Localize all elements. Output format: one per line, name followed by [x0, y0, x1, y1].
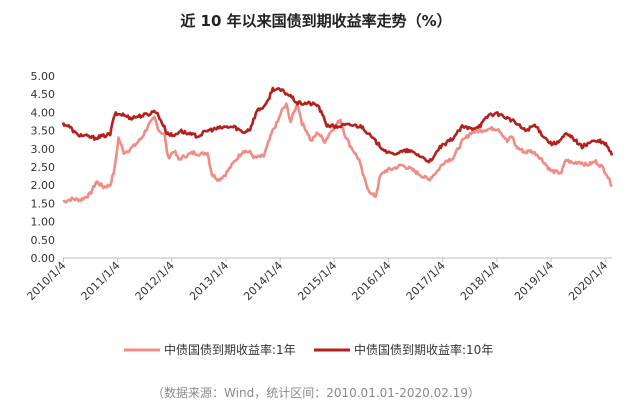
y-tick-label: 0.00	[31, 252, 56, 265]
y-tick-label: 4.50	[31, 88, 56, 101]
x-tick-label: 2010/1/4	[24, 259, 68, 303]
y-tick-label: 2.00	[31, 179, 56, 192]
x-tick-label: 2016/1/4	[349, 259, 393, 303]
y-tick-label: 0.50	[31, 234, 56, 247]
series-lines	[61, 86, 614, 204]
x-tick-label: 2014/1/4	[241, 259, 285, 303]
y-tick-label: 4.00	[31, 106, 56, 119]
legend-label-1: 中债国债到期收益率:1年	[164, 342, 296, 357]
series-line-2	[61, 86, 614, 164]
x-tick-label: 2019/1/4	[512, 259, 556, 303]
x-tick-label: 2017/1/4	[404, 259, 448, 303]
y-tick-label: 2.50	[31, 161, 56, 174]
x-axis: 2010/1/4 2011/1/4 2012/1/4 2013/1/4 2014/1/4…	[24, 257, 612, 303]
y-axis: 5.00 4.50 4.00 3.50 3.00 2.50 2.00 1.50 1.00 0.50…	[31, 70, 56, 265]
chart-title: 近 10 年以来国债到期收益率走势（%）	[180, 12, 452, 30]
legend-label-2: 中债国债到期收益率:10年	[354, 342, 493, 357]
x-tick-label: 2011/1/4	[79, 259, 123, 303]
x-tick-label: 2015/1/4	[295, 259, 339, 303]
source-note: （数据来源：Wind，统计区间：2010.01.01-2020.02.19）	[152, 386, 480, 400]
y-tick-label: 5.00	[31, 70, 56, 83]
x-tick-label: 2012/1/4	[133, 259, 177, 303]
y-tick-label: 1.50	[31, 197, 56, 210]
y-tick-label: 3.00	[31, 143, 56, 156]
y-tick-label: 3.50	[31, 125, 56, 138]
x-tick-label: 2020/1/4	[566, 259, 610, 303]
x-tick-label: 2013/1/4	[187, 259, 231, 303]
legend: 中债国债到期收益率:1年 中债国债到期收益率:10年	[124, 342, 493, 357]
y-tick-label: 1.00	[31, 216, 56, 229]
series-line-1	[62, 102, 613, 204]
x-tick-label: 2018/1/4	[458, 259, 502, 303]
